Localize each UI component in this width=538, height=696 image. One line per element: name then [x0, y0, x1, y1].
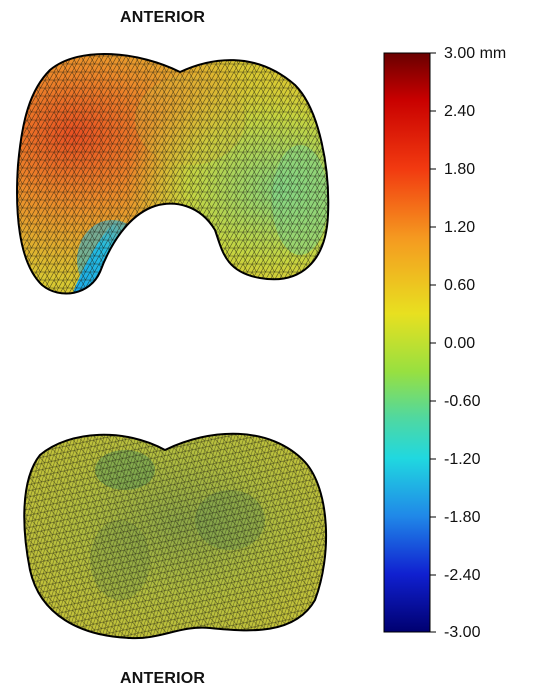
anterior-label-bottom: ANTERIOR [120, 670, 206, 687]
colorbar-ticks [430, 52, 436, 633]
tibia-surface [23, 432, 328, 640]
anterior-label-top: ANTERIOR [120, 9, 206, 26]
colorbar-tick-label: 0.00 [444, 335, 476, 352]
colorbar-tick-label: 1.80 [444, 161, 476, 178]
femur-surface [16, 52, 330, 295]
colorbar-tick-label: 3.00 mm [444, 45, 507, 62]
colorbar-tick-label: 2.40 [444, 103, 476, 120]
colorbar-tick-label: -1.20 [444, 451, 481, 468]
colorbar-tick-label: -3.00 [444, 624, 481, 641]
colorbar-tick-label: -0.60 [444, 393, 481, 410]
colorbar-tick-label: -1.80 [444, 509, 481, 526]
colorbar-tick-label: 0.60 [444, 277, 476, 294]
colorbar-tick-label: 1.20 [444, 219, 476, 236]
colorbar [383, 52, 431, 633]
colorbar-tick-label: -2.40 [444, 567, 481, 584]
